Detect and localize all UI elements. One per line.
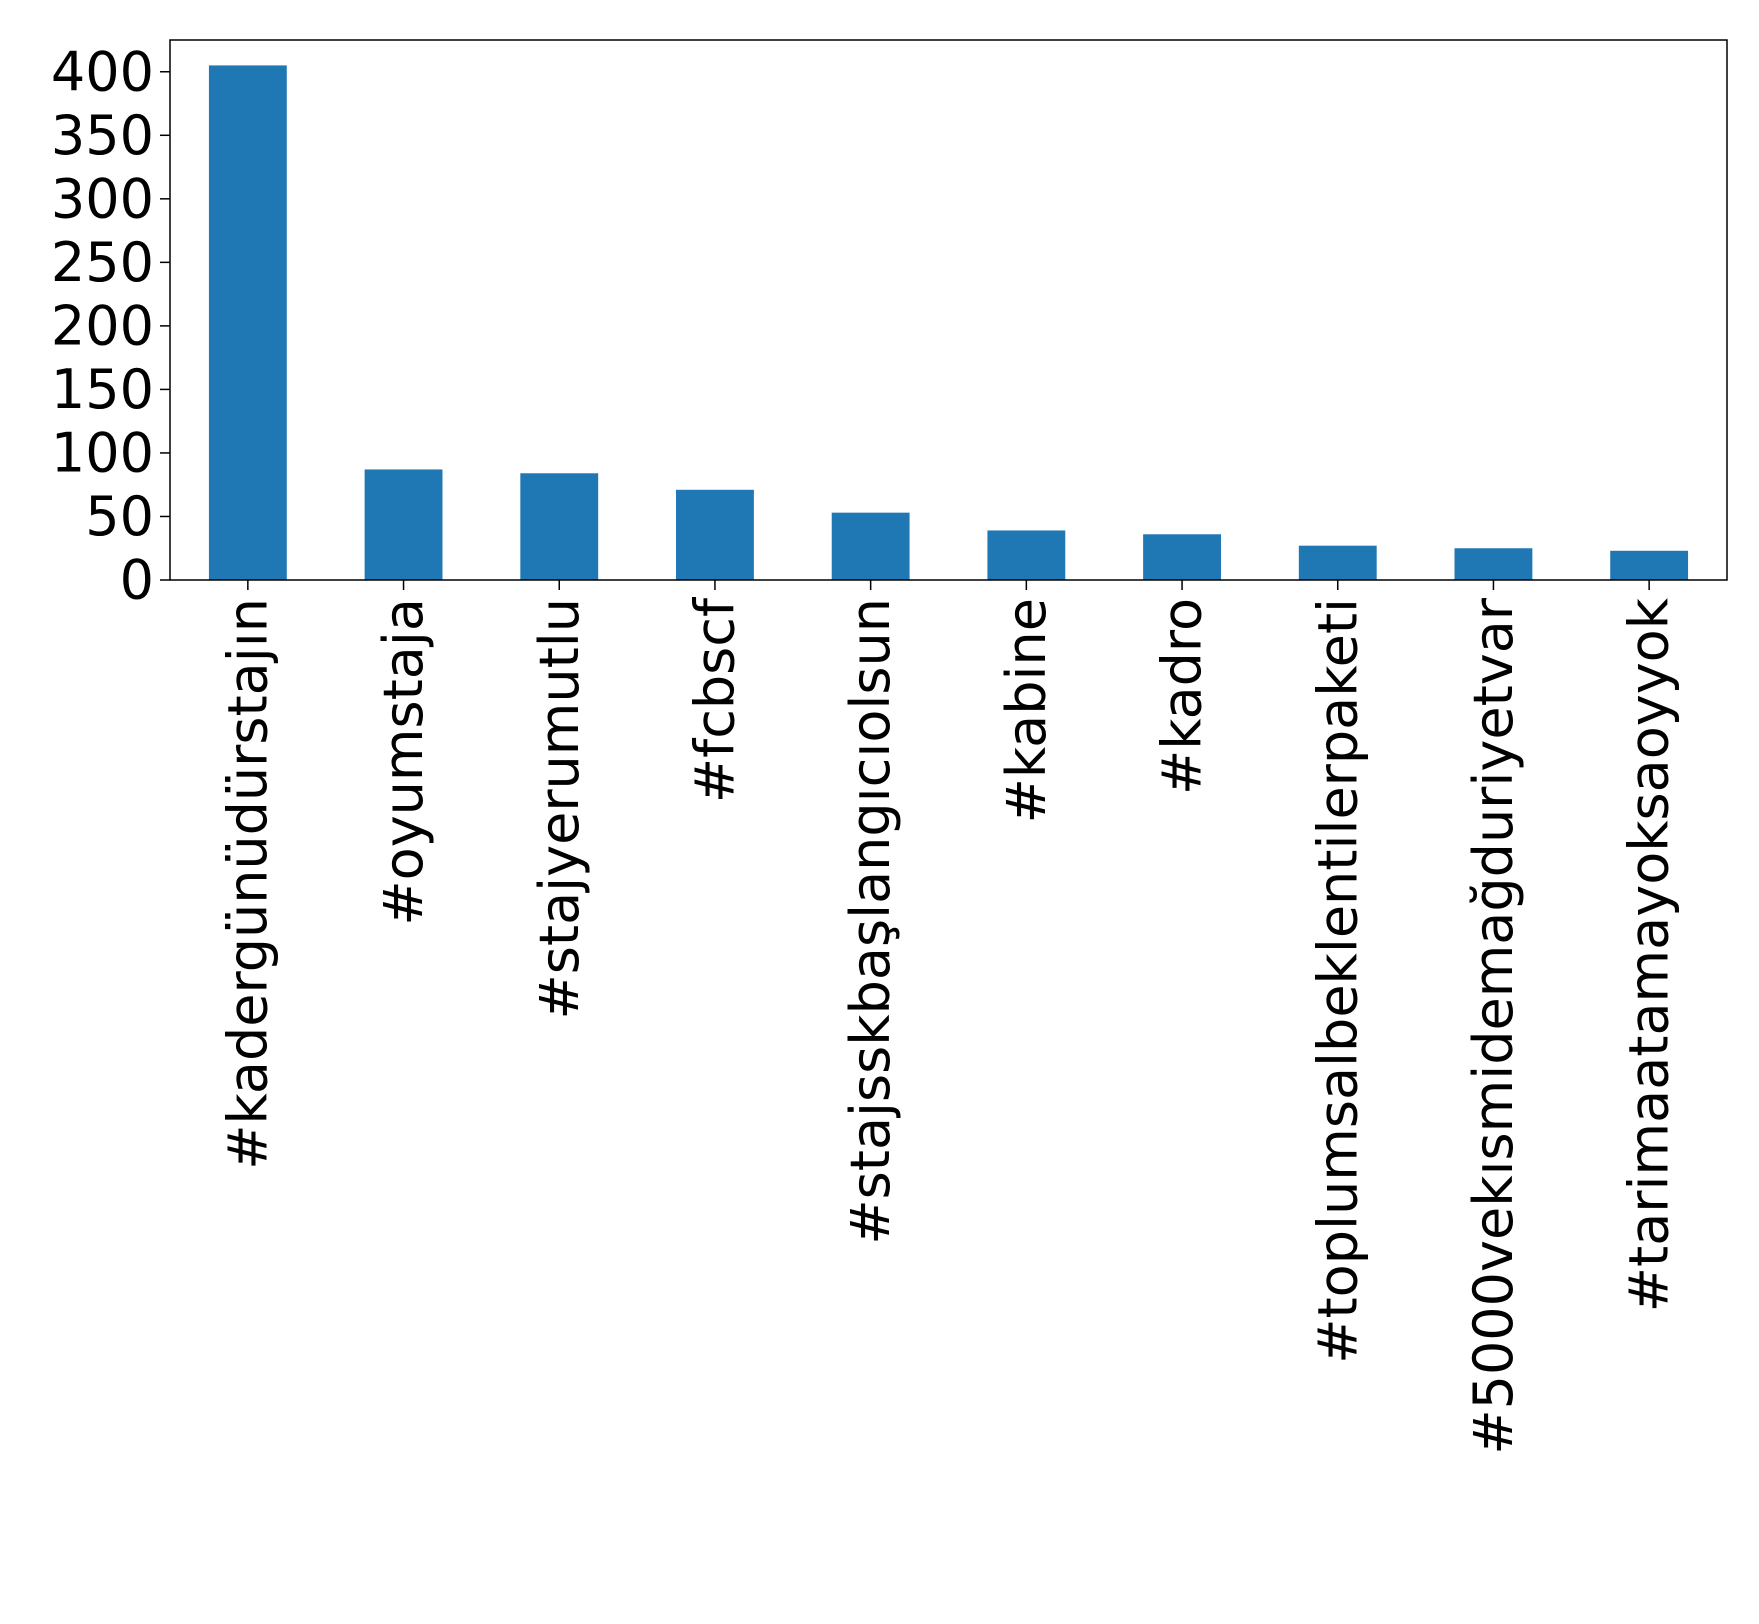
y-tick-label: 400 [51, 40, 154, 103]
x-tick-label: #kadergünüdürstajın [216, 598, 279, 1170]
x-tick-label: #kabine [995, 598, 1058, 823]
bar [1143, 534, 1221, 580]
bar [1454, 548, 1533, 580]
y-tick-label: 200 [51, 294, 154, 357]
plot-frame [169, 39, 1728, 581]
bar [1610, 550, 1689, 580]
y-tick-label: 0 [120, 549, 154, 612]
x-tick-label: #5000vekısmidemağduriyetvar [1462, 597, 1525, 1454]
y-tick-label: 250 [51, 231, 154, 294]
x-tick-label: #oyumstaja [372, 598, 435, 926]
x-tick-label: #fcbscf [683, 596, 746, 803]
bar [364, 469, 443, 580]
bars-layer [208, 65, 1689, 580]
y-tick-label: 100 [51, 421, 154, 484]
x-tick-label: #stajyerumutlu [528, 598, 591, 1019]
x-tick-label: #stajsskbaşlangıcıolsun [839, 598, 902, 1245]
bar [208, 65, 287, 580]
x-tick-label: #toplumsalbeklentilerpaketi [1306, 598, 1369, 1364]
y-tick-label: 350 [51, 104, 154, 167]
x-axis: #kadergünüdürstajın #oyumstaja #stajyerumu… [216, 580, 1681, 1455]
bar [987, 530, 1066, 580]
x-tick-label: #kadro [1151, 598, 1214, 795]
y-tick-label: 300 [51, 167, 154, 230]
bar [1298, 545, 1377, 580]
y-tick-label: 150 [51, 358, 154, 421]
bar [831, 512, 910, 580]
bar [520, 473, 599, 580]
y-tick-label: 50 [85, 485, 154, 548]
bar [676, 489, 754, 580]
x-tick-label: #tarimaatamayoksaoyyok [1618, 597, 1681, 1312]
